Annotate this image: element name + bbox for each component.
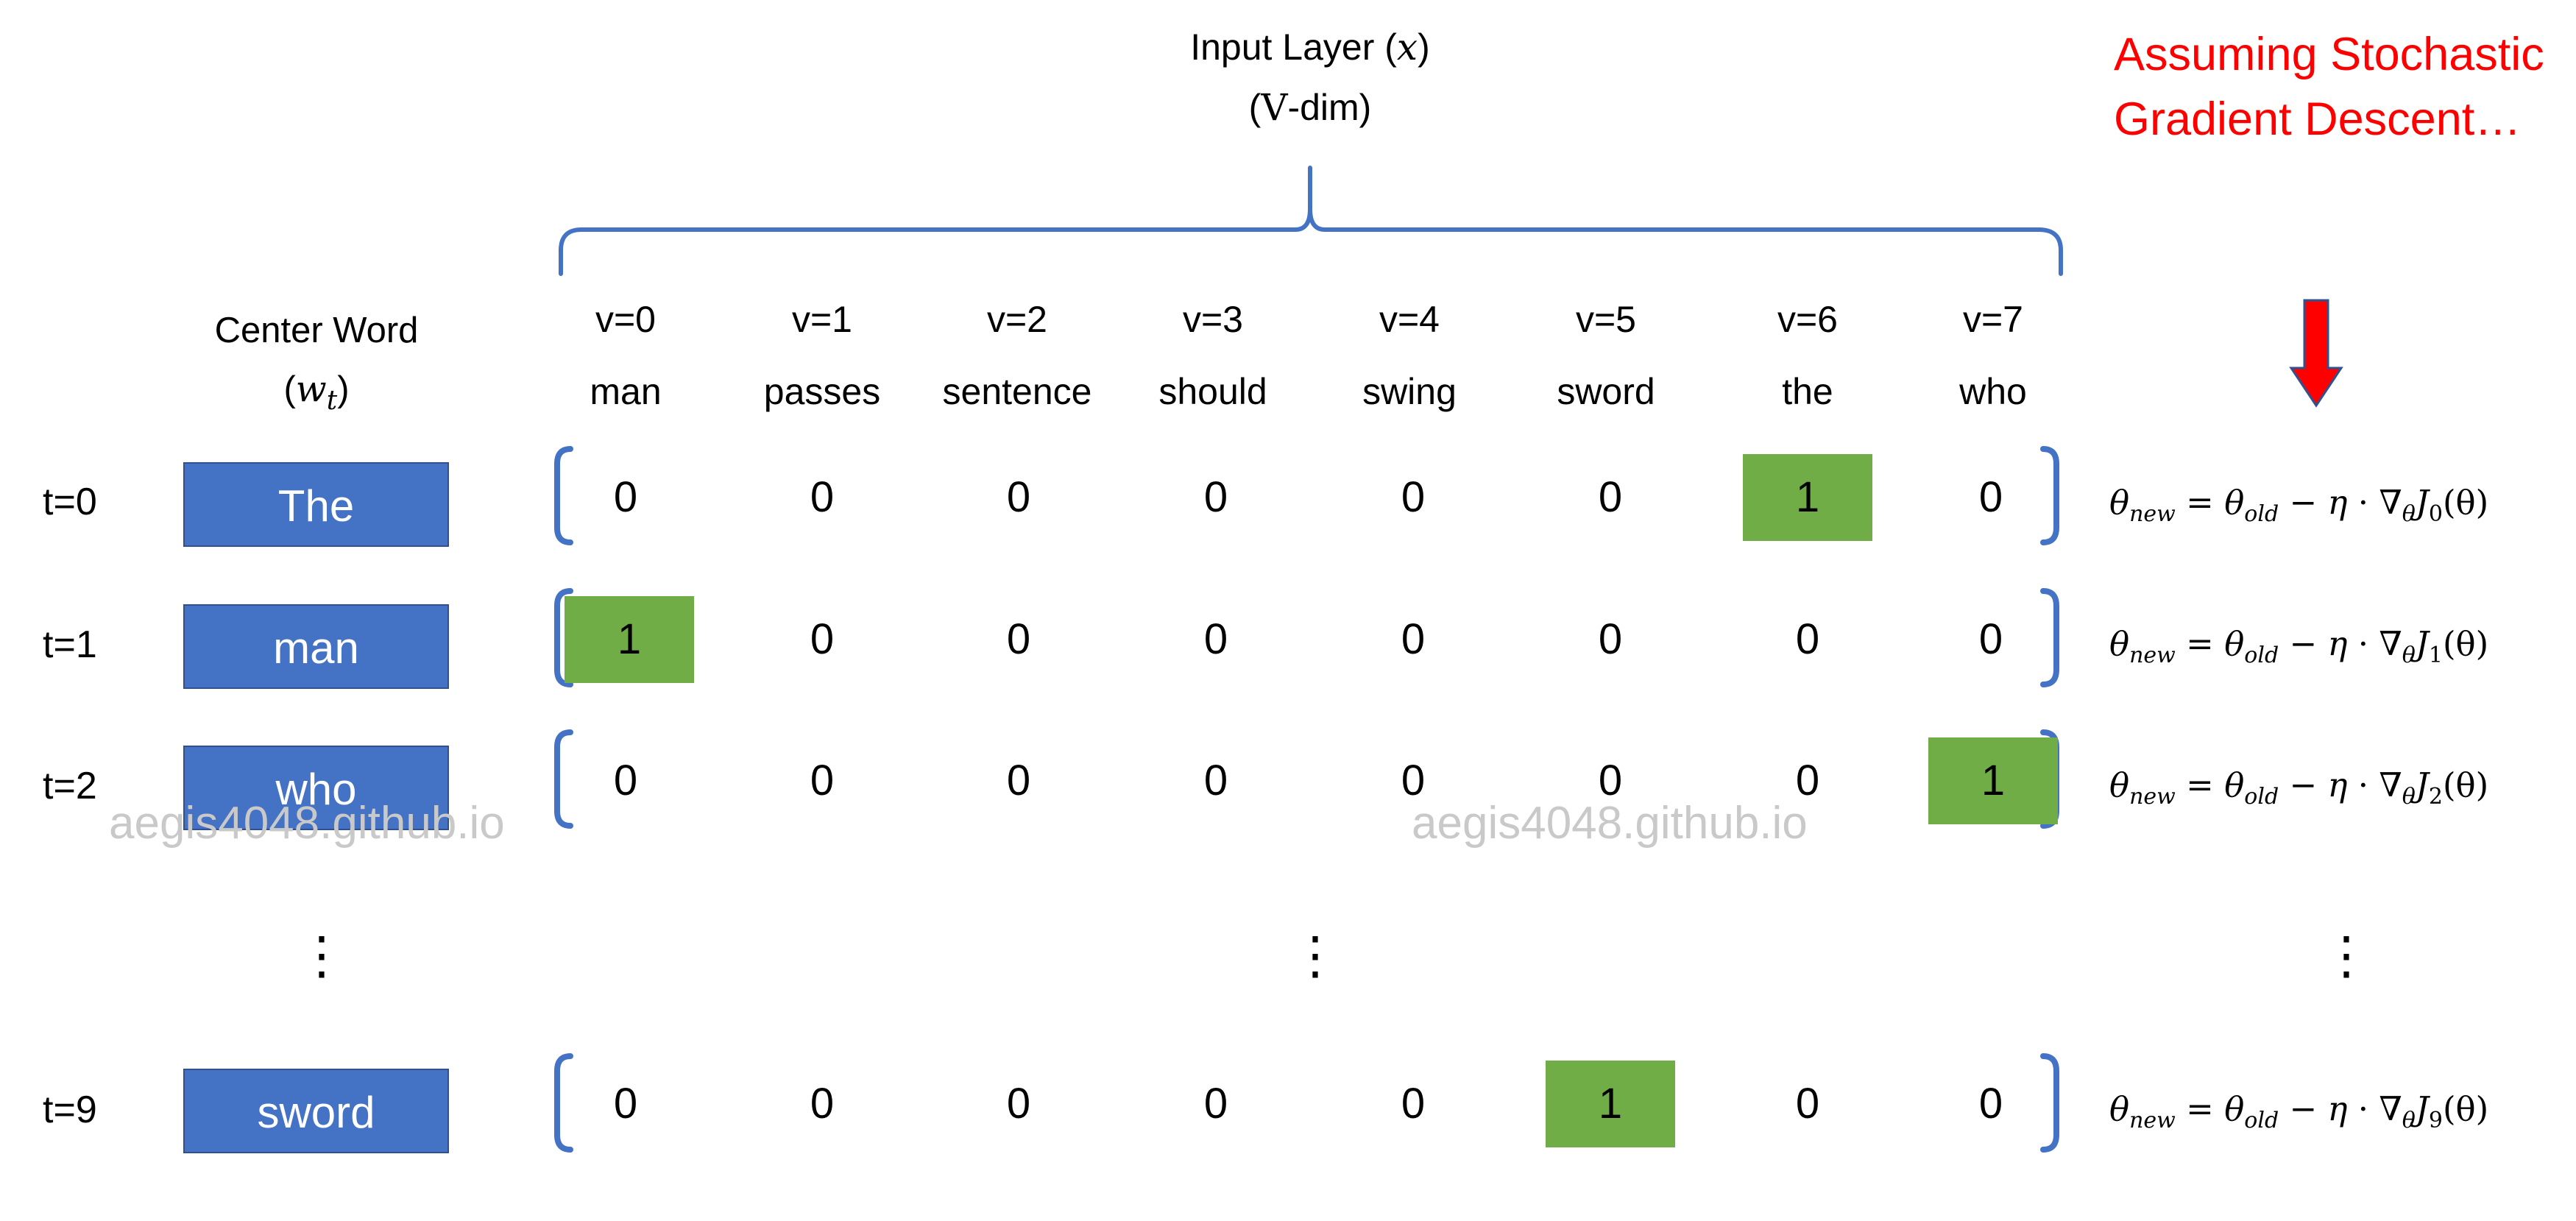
vector-cell: 0: [1203, 615, 1228, 663]
vocab-index: v=0: [595, 299, 656, 340]
input-layer-dim: (V-dim): [1248, 86, 1372, 129]
vector-cell: 0: [1203, 1080, 1228, 1128]
vector-cell: 0: [1401, 1080, 1426, 1128]
vector-cell: 0: [1006, 757, 1031, 804]
center-word-box: man: [183, 604, 449, 689]
vocab-word: man: [590, 371, 662, 412]
vector-cell: 0: [1598, 473, 1623, 521]
vocab-word: should: [1158, 371, 1267, 412]
ellipsis-left: ⋮: [296, 927, 347, 984]
vocab-word: passes: [763, 371, 881, 412]
vocab-word: who: [1959, 371, 2027, 412]
center-word-box: sword: [183, 1069, 449, 1153]
watermark: aegis4048.github.io: [1412, 798, 1808, 849]
vector-cell: 0: [613, 1080, 638, 1128]
vector-cell: 0: [1401, 615, 1426, 663]
vector-cell: 0: [810, 473, 835, 521]
vector-cell: 0: [1006, 473, 1031, 521]
time-step-label: t=1: [43, 623, 97, 666]
one-hot-cell: 1: [565, 596, 694, 683]
center-word-box: The: [183, 462, 449, 547]
vocab-index: v=1: [791, 299, 852, 340]
vocab-word: the: [1782, 371, 1833, 412]
vector-cell: 0: [810, 615, 835, 663]
watermark: aegis4048.github.io: [109, 798, 505, 849]
vocab-index: v=2: [986, 299, 1047, 340]
vector-cell: 0: [1795, 615, 1820, 663]
vector-cell: 0: [1006, 1080, 1031, 1128]
vector-cell: 0: [613, 473, 638, 521]
sgd-update-equation: θnew = θold − η · ∇θJ0(θ): [2109, 483, 2489, 527]
vector-cell: 0: [1203, 757, 1228, 804]
input-layer-title: Input Layer (x): [1190, 26, 1430, 68]
vector-cell: 0: [1978, 1080, 2003, 1128]
vocab-index: v=5: [1575, 299, 1636, 340]
vocab-word: sentence: [942, 371, 1092, 412]
sgd-update-equation: θnew = θold − η · ∇θJ2(θ): [2109, 765, 2489, 810]
center-word-box: who: [183, 746, 449, 830]
vector-cell: 0: [1401, 757, 1426, 804]
one-hot-cell: 1: [1546, 1061, 1675, 1147]
vector-cell: 0: [1598, 615, 1623, 663]
input-layer-brace: [559, 166, 2063, 276]
ellipsis-middle: ⋮: [1289, 927, 1341, 984]
vector-cell: 0: [1795, 757, 1820, 804]
vector-cell: 0: [1401, 473, 1426, 521]
one-hot-cell: 1: [1743, 454, 1872, 541]
time-step-label: t=9: [43, 1089, 97, 1131]
time-step-label: t=0: [43, 481, 97, 523]
one-hot-cell: 1: [1928, 737, 2058, 824]
vector-cell: 0: [613, 757, 638, 804]
vector-cell: 0: [810, 1080, 835, 1128]
sgd-note: Assuming Stochastic Gradient Descent…: [2114, 29, 2544, 145]
sgd-update-equation: θnew = θold − η · ∇θJ1(θ): [2109, 624, 2489, 668]
sgd-update-equation: θnew = θold − η · ∇θJ9(θ): [2109, 1089, 2489, 1133]
vector-cell: 0: [1203, 473, 1228, 521]
time-step-label: t=2: [43, 765, 97, 807]
vocab-index: v=6: [1777, 299, 1838, 340]
vector-cell: 0: [1978, 615, 2003, 663]
vocab-index: v=4: [1379, 299, 1440, 340]
vocab-index: v=3: [1182, 299, 1243, 340]
vector-cell: 0: [1795, 1080, 1820, 1128]
vocab-word: swing: [1362, 371, 1457, 412]
ellipsis-right: ⋮: [2321, 927, 2372, 984]
down-arrow-icon: [2289, 299, 2343, 408]
vocab-word: sword: [1557, 371, 1655, 412]
vector-cell: 0: [1598, 757, 1623, 804]
vocab-index: v=7: [1962, 299, 2023, 340]
center-word-header: Center Word (wt): [214, 311, 419, 416]
vector-cell: 0: [810, 757, 835, 804]
vector-cell: 0: [1006, 615, 1031, 663]
vector-cell: 0: [1978, 473, 2003, 521]
